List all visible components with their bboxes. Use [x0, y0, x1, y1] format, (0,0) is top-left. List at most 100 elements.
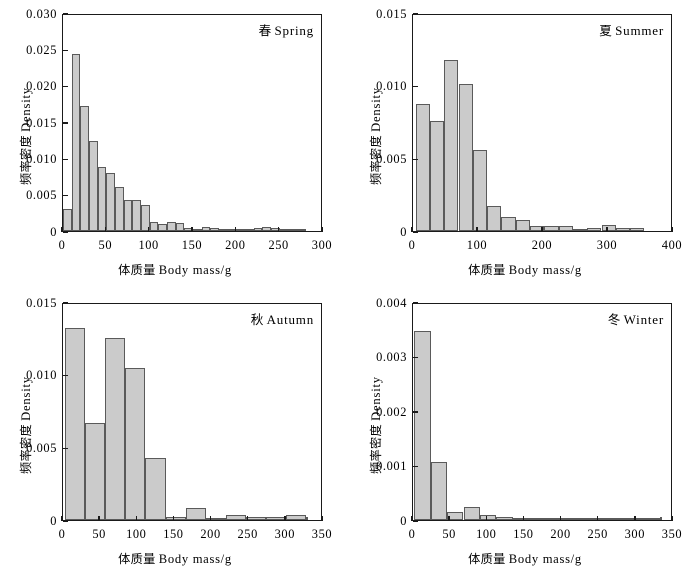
y-axis-title-latin: Density [19, 376, 33, 421]
x-axis-tick [485, 516, 487, 521]
panel-title-latin: Autumn [266, 312, 314, 327]
x-axis-tick [284, 516, 286, 521]
y-axis-tick [63, 158, 68, 160]
x-axis-tick-label: 250 [268, 238, 289, 252]
histogram-bar [106, 173, 115, 231]
y-axis-tick-label: 0.015 [26, 295, 57, 310]
histogram-bar [285, 514, 306, 520]
panel-title-spring: 春 Spring [259, 20, 314, 39]
x-axis-tick-label: 400 [661, 238, 683, 252]
panel-title-cjk: 夏 [599, 23, 612, 38]
x-axis-tick-label: 150 [163, 527, 184, 541]
plot-area-autumn [62, 303, 322, 521]
x-axis-tick [522, 516, 525, 521]
panel-winter: 0 0.001 0.002 0.003 0.004 0 50 100 150 200 250 300 3… [350, 289, 700, 578]
x-axis-tick [247, 516, 249, 521]
panel-title-latin: Summer [615, 23, 664, 38]
histogram-bar [167, 221, 176, 231]
x-axis-tick-label: 200 [200, 527, 221, 541]
plot-area-spring [62, 14, 322, 232]
histogram-bar [201, 227, 211, 231]
plot-area-summer [412, 14, 672, 232]
y-axis-title-latin: Density [369, 87, 383, 132]
y-axis-title: 频率密度 Density [366, 376, 384, 474]
x-axis-tick-label: 50 [442, 527, 456, 541]
y-axis-tick [413, 158, 418, 160]
histogram-bar [105, 337, 126, 520]
x-axis-title-latin: Body mass/g [508, 552, 582, 566]
x-axis-title-cjk: 体质量 [118, 552, 156, 566]
histogram-bar [512, 518, 529, 520]
y-axis-tick-label: 0 [400, 513, 407, 528]
histogram-bar [463, 507, 480, 520]
y-axis-tick [63, 195, 68, 197]
histogram-bar [594, 518, 611, 520]
x-axis-tick [234, 227, 236, 232]
histogram-bar [472, 150, 488, 231]
histogram-bar [572, 229, 588, 231]
histogram-bar [219, 229, 228, 231]
histogram-bar [444, 60, 459, 231]
histogram-bar [225, 514, 246, 520]
x-axis-tick-label: 0 [58, 527, 66, 541]
x-axis-tick [61, 516, 63, 521]
y-axis-tick-label: 0.010 [26, 368, 57, 383]
x-axis-title-latin: Body mass/g [158, 263, 232, 277]
x-axis-tick [98, 516, 100, 521]
y-axis-tick-label: 0.015 [376, 6, 407, 21]
x-axis-title-latin: Body mass/g [158, 552, 232, 566]
y-axis-tick-label: 0.003 [376, 350, 407, 364]
y-axis-title: 频率密度 Density [16, 376, 34, 474]
histogram-bar [430, 462, 448, 520]
panel-title-latin: Spring [274, 23, 314, 38]
x-axis-tick-label: 350 [661, 527, 683, 541]
x-axis-tick [476, 227, 478, 232]
y-axis-tick [413, 411, 418, 413]
x-axis-tick-label: 300 [624, 527, 646, 541]
histogram-bar [415, 103, 430, 231]
y-axis-tick [413, 86, 418, 88]
histogram-bar [479, 514, 497, 520]
histogram-bar [245, 229, 254, 231]
x-axis-tick-label: 300 [274, 527, 296, 541]
y-axis-tick-label: 0.002 [376, 404, 407, 419]
bar-series-autumn [63, 304, 321, 520]
y-axis-title-latin: Density [369, 376, 383, 421]
histogram-bar [643, 518, 660, 520]
histogram-bar [458, 83, 473, 231]
x-axis-title: 体质量 Body mass/g [0, 549, 350, 567]
x-axis-tick [135, 516, 137, 521]
x-axis-tick-label: 0 [408, 527, 416, 541]
histogram-bar [558, 225, 573, 231]
x-axis-tick [634, 516, 636, 521]
x-axis-title: 体质量 Body mass/g [0, 260, 350, 278]
histogram-bar [125, 368, 146, 520]
y-axis-tick-label: 0.004 [376, 295, 407, 310]
x-axis-title-cjk: 体质量 [468, 263, 506, 277]
y-axis-tick [63, 13, 68, 15]
histogram-bar [89, 140, 98, 231]
histogram-bar [297, 229, 306, 231]
histogram-bar [205, 518, 226, 520]
y-axis-tick-label: 0 [400, 224, 407, 239]
y-axis-tick [63, 49, 68, 51]
y-axis-title: 频率密度 Density [16, 87, 34, 185]
x-axis-tick [597, 516, 599, 521]
y-axis-tick-label: 0.010 [376, 79, 407, 94]
y-axis-tick [63, 520, 68, 522]
x-axis-tick [191, 227, 193, 232]
histogram-bar [496, 517, 513, 520]
x-axis-tick-label: 0 [408, 238, 416, 252]
x-axis-tick [278, 227, 280, 232]
histogram-bar [65, 328, 86, 520]
panel-autumn: 0 0.005 0.010 0.015 0 50 100 150 200 250 300 350 体质量… [0, 289, 350, 578]
histogram-bar [85, 422, 106, 520]
y-axis-tick-label: 0.020 [26, 79, 57, 94]
y-axis-title-cjk: 频率密度 [19, 424, 33, 474]
panel-title-cjk: 秋 [250, 312, 264, 327]
y-axis-tick-label: 0 [50, 224, 57, 239]
histogram-bar [63, 209, 72, 231]
histogram-bar [414, 331, 431, 520]
histogram-bar [185, 507, 206, 520]
